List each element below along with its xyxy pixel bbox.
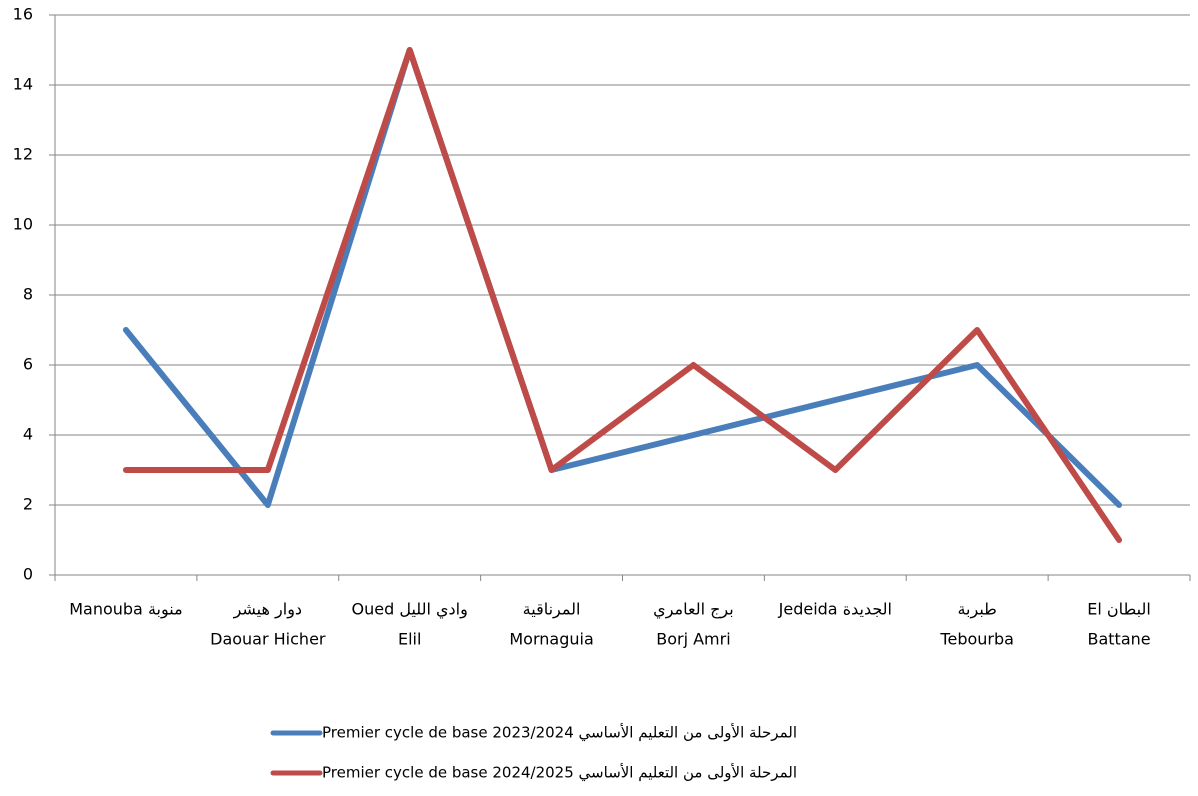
x-tick-label: Daouar Hicher [210, 630, 326, 649]
x-tick-label: طبربة [957, 600, 996, 620]
x-tick-label: برج العامري [653, 600, 734, 620]
y-tick-label: 10 [13, 215, 33, 234]
y-tick-label: 16 [13, 5, 33, 24]
x-tick-label: Manouba منوبة [69, 600, 182, 620]
x-tick-label: Tebourba [939, 630, 1014, 649]
x-tick-label: المرناقية [523, 600, 581, 620]
y-tick-label: 2 [23, 495, 33, 514]
x-tick-label: Oued وادي الليل [352, 600, 468, 620]
x-tick-label: Battane [1088, 630, 1151, 649]
x-tick-label: Mornaguia [509, 630, 593, 649]
series-line [122, 47, 1123, 543]
legend-label: Premier cycle de base 2024/2025 المرحلة … [322, 763, 797, 783]
x-tick-label: Jedeida الجديدة [778, 600, 892, 619]
y-tick-label: 4 [23, 425, 33, 444]
y-tick-label: 0 [23, 565, 33, 584]
y-tick-label: 6 [23, 355, 33, 374]
y-tick-label: 8 [23, 285, 33, 304]
legend-label: Premier cycle de base 2023/2024 المرحلة … [322, 723, 797, 743]
x-tick-label: Borj Amri [656, 630, 730, 649]
x-tick-label: El البطان [1087, 600, 1151, 619]
y-tick-label: 14 [13, 75, 33, 94]
x-tick-label: دوار هيشر [233, 600, 302, 620]
series-line [122, 47, 1123, 508]
y-tick-label: 12 [13, 145, 33, 164]
x-tick-label: Elil [398, 630, 421, 649]
